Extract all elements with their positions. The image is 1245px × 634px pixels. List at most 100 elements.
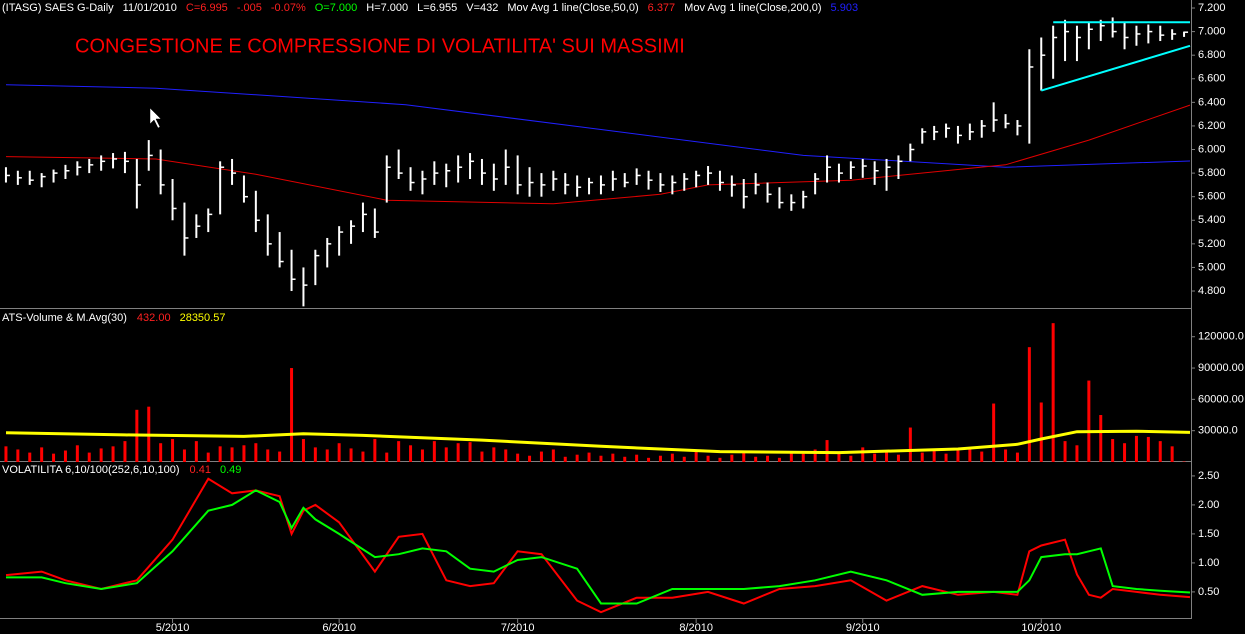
- volume-bar: [1004, 449, 1008, 462]
- volume-bar: [290, 368, 294, 462]
- volatility-line: [5, 477, 1191, 614]
- y-tick-label: 6.200: [1198, 120, 1226, 132]
- volume-bar: [63, 450, 67, 462]
- volume-bar: [266, 449, 270, 462]
- volume-bar: [587, 452, 591, 462]
- volume-bar: [99, 448, 103, 462]
- info-text: (ITASG) SAES G-Daily: [2, 2, 114, 14]
- annotation: CONGESTIONE E COMPRESSIONE DI VOLATILITA…: [75, 35, 685, 57]
- volume-bar: [1015, 452, 1019, 462]
- volume-bar: [885, 451, 889, 462]
- y-tick-label: 5.000: [1198, 261, 1226, 273]
- cursor: [149, 107, 162, 129]
- volume-bar: [182, 449, 186, 462]
- y-tick-label: 6.800: [1198, 49, 1226, 61]
- volume-bar: [1170, 446, 1174, 462]
- volatility-line: [6, 489, 1191, 605]
- x-tick-label: 10/2010: [1021, 622, 1061, 634]
- volume-bar: [1158, 441, 1162, 462]
- volume-bar: [194, 441, 198, 462]
- info-text: 6.377: [648, 2, 676, 14]
- volume-bar: [742, 452, 746, 462]
- volume-bar: [206, 452, 210, 462]
- y-tick-label: 5.400: [1198, 214, 1226, 226]
- volume-bar: [28, 452, 32, 462]
- volume-bar: [373, 439, 377, 462]
- info-text: 28350.57: [180, 312, 226, 324]
- x-tick-label: 5/2010: [156, 622, 190, 634]
- volume-bar: [599, 455, 603, 462]
- volume-bar: [87, 452, 91, 462]
- volume-bar: [325, 449, 329, 462]
- info-text: 432.00: [137, 312, 171, 324]
- volume-bar: [75, 445, 79, 462]
- x-tick-label: 9/2010: [846, 622, 880, 634]
- volume-bar: [956, 450, 960, 462]
- volume-bar: [623, 456, 627, 462]
- y-tick-label: 7.200: [1198, 2, 1226, 14]
- y-tick-label: 120000.0: [1198, 331, 1244, 343]
- volume-bar: [40, 447, 44, 462]
- volume-bar: [337, 443, 341, 462]
- x-tick-label: 8/2010: [679, 622, 713, 634]
- volume-bar: [766, 455, 770, 462]
- volume-bar: [52, 453, 56, 462]
- info-text: C=6.995: [186, 2, 228, 14]
- volume-bar: [468, 442, 472, 462]
- y-tick-label: 6.000: [1198, 143, 1226, 155]
- volume-bar: [123, 441, 127, 462]
- panel-title: ATS-Volume & M.Avg(30): [2, 312, 127, 324]
- volume-bar: [944, 453, 948, 462]
- y-tick-label: 1.00: [1198, 557, 1219, 569]
- volume-bar: [349, 448, 353, 462]
- volume-bar: [111, 446, 115, 462]
- volume-bar: [896, 454, 900, 462]
- volume-bar: [706, 455, 710, 462]
- y-tick-label: 4.800: [1198, 285, 1226, 297]
- volume-bar: [789, 451, 793, 462]
- volume-bar: [242, 445, 246, 462]
- volume-bar: [647, 457, 651, 462]
- y-tick-label: 6.600: [1198, 73, 1226, 85]
- volume-bar: [504, 449, 508, 462]
- volume-bar: [1051, 323, 1055, 462]
- info-text: 5.903: [831, 2, 859, 14]
- volume-bar: [171, 439, 175, 462]
- y-tick-label: 60000.00: [1198, 393, 1244, 405]
- volume-bar: [385, 452, 389, 462]
- y-tick-label: 5.200: [1198, 238, 1226, 250]
- info-text: -.005: [237, 2, 262, 14]
- volume-bar: [1134, 435, 1138, 462]
- volume-bar: [1063, 441, 1067, 462]
- volume-bar: [313, 447, 317, 462]
- volume-bar: [730, 454, 734, 462]
- volume-bar: [1039, 402, 1043, 462]
- volume-bar: [551, 449, 555, 462]
- info-text: O=7.000: [315, 2, 358, 14]
- volume-bar: [1075, 445, 1079, 462]
- volume-bar: [980, 451, 984, 462]
- info-text: Mov Avg 1 line(Close,200,0): [684, 2, 821, 14]
- volume-bar: [254, 443, 258, 462]
- y-tick-label: 5.800: [1198, 167, 1226, 179]
- volume-bar: [920, 452, 924, 462]
- volume-bar: [1099, 415, 1103, 462]
- volume-bar: [682, 456, 686, 462]
- volume-bar: [159, 443, 163, 462]
- trendline: [1041, 44, 1191, 92]
- volume-bar: [813, 449, 817, 462]
- info-text: 0.49: [220, 464, 241, 476]
- volume-bar: [968, 447, 972, 462]
- volume-bar: [611, 453, 615, 462]
- volume-bar: [861, 447, 865, 462]
- volume-bar: [992, 403, 996, 462]
- volume-bar: [4, 446, 8, 462]
- volume-bar: [409, 445, 413, 462]
- y-tick-label: 7.000: [1198, 26, 1226, 38]
- volume-bar: [16, 449, 20, 462]
- volume-bar: [908, 427, 912, 462]
- volume-bar: [432, 441, 436, 462]
- volume-bar: [444, 447, 448, 462]
